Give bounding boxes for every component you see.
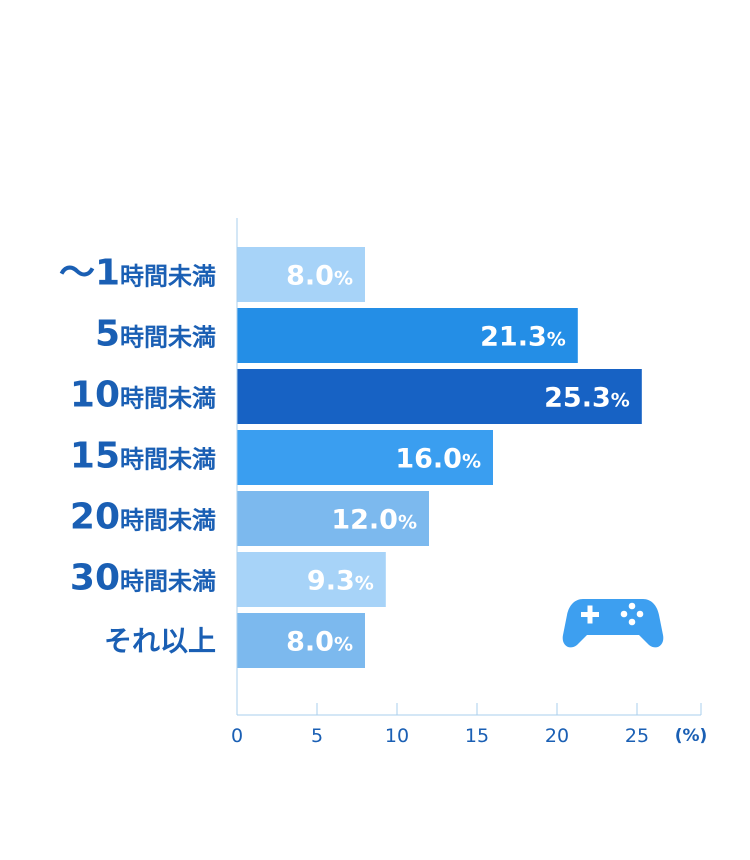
x-tick-label: 25 (625, 725, 649, 747)
bar-value-label: 9.3% (307, 566, 374, 597)
bar (237, 308, 578, 363)
category-label: それ以上 (104, 625, 216, 658)
category-label: ～1時間未満 (59, 253, 216, 294)
bar-value-label: 12.0% (331, 505, 417, 536)
bar-value-label: 25.3% (544, 383, 630, 414)
bar-value-label: 8.0% (286, 627, 353, 658)
bar-value-label: 8.0% (286, 261, 353, 292)
bar (237, 552, 386, 607)
x-tick-label: 15 (465, 725, 489, 747)
x-axis-unit-label: (%) (675, 726, 708, 746)
x-tick-label: 20 (545, 725, 569, 747)
bar (237, 369, 642, 424)
bar (237, 613, 365, 668)
x-tick-label: 10 (385, 725, 409, 747)
bar (237, 491, 429, 546)
category-label: 30時間未満 (70, 558, 216, 599)
bar-value-label: 16.0% (395, 444, 481, 475)
game-controller-icon (562, 599, 664, 648)
category-label: 20時間未満 (70, 497, 216, 538)
category-label: 15時間未満 (70, 436, 216, 477)
bar (237, 430, 493, 485)
category-label: 5時間未満 (95, 314, 216, 355)
category-label: 10時間未満 (70, 375, 216, 416)
bar-value-label: 21.3% (480, 322, 566, 353)
x-tick-label: 5 (311, 725, 323, 747)
bar (237, 247, 365, 302)
x-tick-label: 0 (231, 725, 243, 747)
